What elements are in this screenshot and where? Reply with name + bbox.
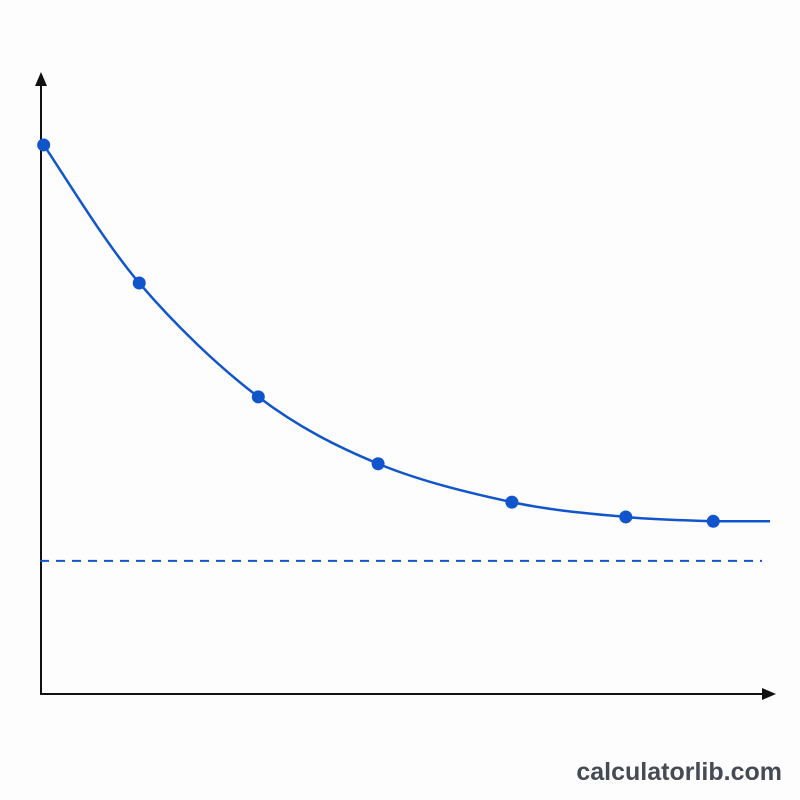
x-axis-arrow [762,688,776,700]
y-axis-arrow [35,72,47,86]
point [619,510,633,524]
point [371,457,385,471]
point [505,495,519,509]
point [251,390,265,404]
point [132,276,146,290]
point [37,138,51,152]
point [706,514,720,528]
watermark: calculatorlib.com [576,758,782,786]
